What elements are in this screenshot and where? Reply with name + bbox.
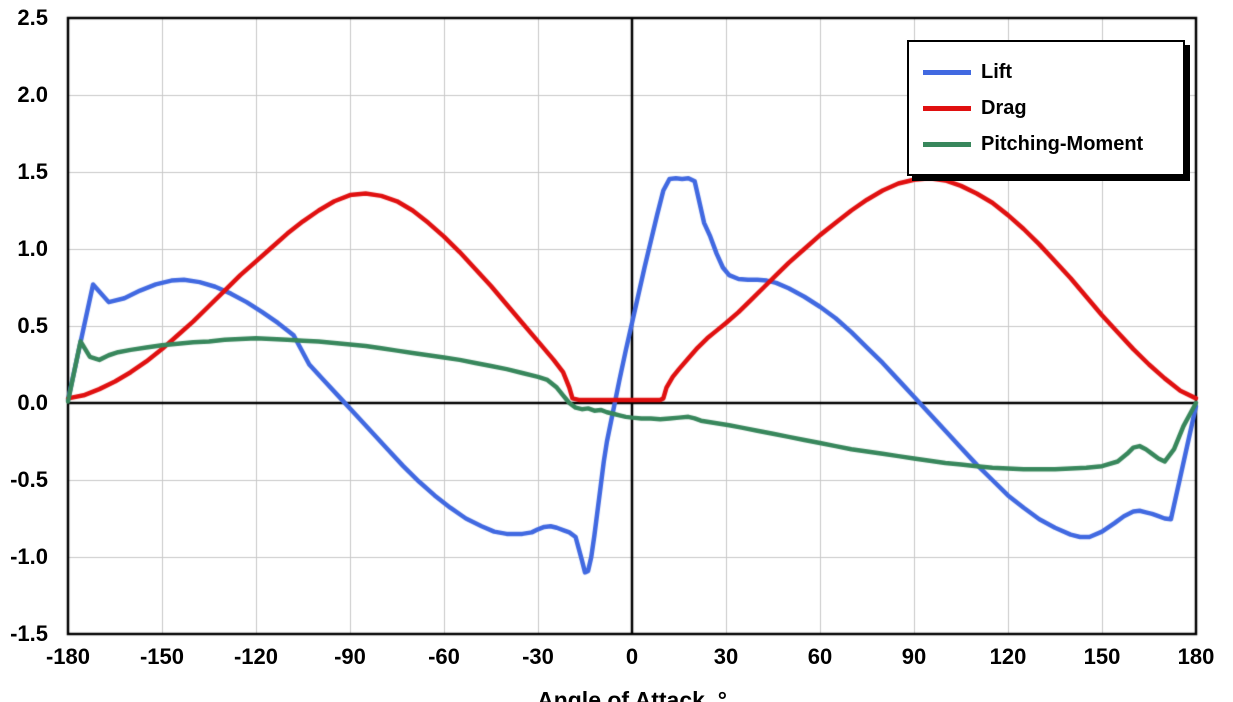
x-tick-label: 60 [807,644,833,669]
legend: Lift Drag Pitching-Moment [907,40,1185,176]
y-tick-label: 2.5 [17,5,48,30]
x-tick-label: -150 [139,644,185,669]
drag-line-swatch [923,105,971,111]
x-tick-label: -90 [334,644,366,669]
y-tick-label: 1.0 [17,236,48,261]
x-tick-label: -180 [45,644,91,669]
x-tick-label: -60 [428,644,460,669]
y-tick-label: 1.5 [17,159,48,184]
y-tick-label: 2.0 [17,82,48,107]
x-tick-label: 30 [713,644,739,669]
y-tick-label: -0.5 [10,467,48,492]
x-tick-label: -120 [233,644,279,669]
legend-label-lift: Lift [981,60,1013,83]
x-axis-title: Angle of Attack, ° [537,687,727,702]
x-tick-label: 0 [625,644,639,669]
legend-item-pitching-moment: Pitching-Moment [923,126,1169,162]
legend-item-drag: Drag [923,90,1169,126]
x-tick-label: 180 [1177,644,1215,669]
x-tick-label: -30 [522,644,554,669]
legend-item-lift: Lift [923,54,1169,90]
pitching-moment-line-swatch [923,141,971,147]
x-tick-label: 90 [901,644,927,669]
x-tick-label: 150 [1083,644,1121,669]
y-tick-label: 0.5 [17,313,48,338]
y-tick-label: -1.5 [10,621,48,646]
x-tick-label: 120 [989,644,1027,669]
lift-line-swatch [923,69,971,75]
legend-label-pitching-moment: Pitching-Moment [981,132,1144,155]
legend-label-drag: Drag [981,96,1027,119]
y-tick-label: -1.0 [10,544,48,569]
y-tick-label: 0.0 [17,390,48,415]
